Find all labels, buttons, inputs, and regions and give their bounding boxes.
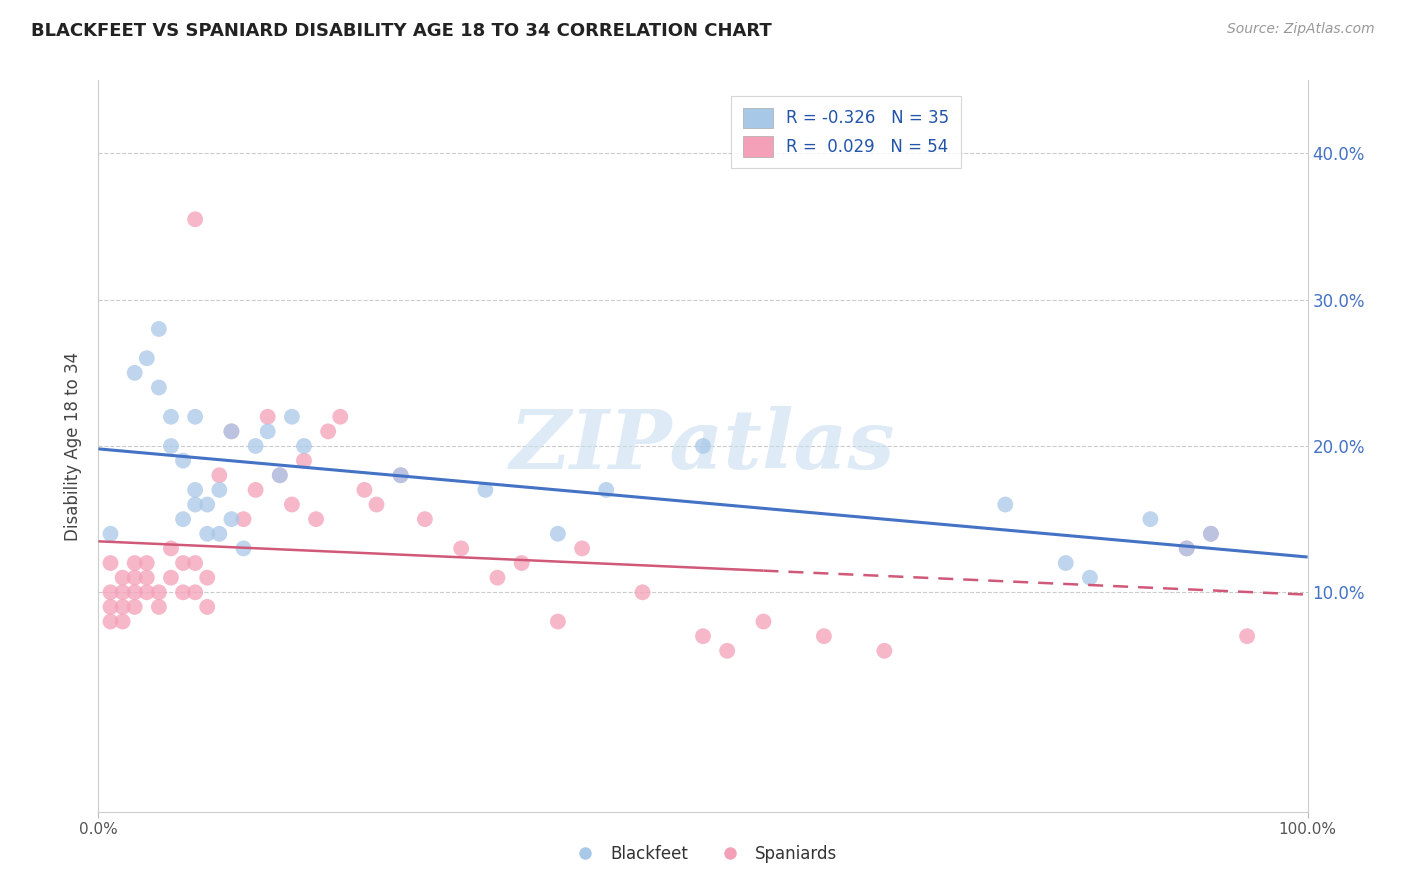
Point (1175, 541, 1198, 556)
Point (292, 453, 315, 467)
Point (160, 409, 183, 424)
Point (1199, 526, 1222, 541)
Point (148, 585, 170, 599)
Point (124, 571, 146, 585)
Point (510, 556, 533, 570)
Point (1054, 556, 1077, 570)
Point (389, 468, 412, 483)
Point (256, 409, 278, 424)
Point (100, 615, 122, 629)
Point (245, 483, 267, 497)
Legend: Blackfeet, Spaniards: Blackfeet, Spaniards (562, 838, 844, 869)
Point (305, 512, 328, 526)
Point (389, 468, 412, 483)
Point (692, 629, 714, 643)
Point (547, 526, 569, 541)
Point (148, 599, 170, 614)
Point (1236, 629, 1258, 643)
Point (124, 556, 146, 570)
Point (111, 585, 134, 599)
Point (172, 453, 194, 467)
Point (316, 425, 339, 439)
Point (208, 468, 231, 483)
Point (571, 541, 593, 556)
Point (292, 439, 315, 453)
Point (148, 380, 170, 394)
Point (111, 599, 134, 614)
Point (631, 585, 654, 599)
Text: BLACKFEET VS SPANIARD DISABILITY AGE 18 TO 34 CORRELATION CHART: BLACKFEET VS SPANIARD DISABILITY AGE 18 … (31, 22, 772, 40)
Point (195, 498, 218, 512)
Point (184, 483, 207, 497)
Point (1139, 512, 1161, 526)
Point (160, 571, 183, 585)
Point (353, 483, 375, 497)
Point (450, 541, 472, 556)
Point (221, 425, 243, 439)
Text: Source: ZipAtlas.com: Source: ZipAtlas.com (1227, 22, 1375, 37)
Point (148, 322, 170, 336)
Point (221, 512, 243, 526)
Point (245, 439, 267, 453)
Point (100, 585, 122, 599)
Point (269, 468, 291, 483)
Point (281, 409, 304, 424)
Point (1175, 541, 1198, 556)
Point (111, 571, 134, 585)
Point (547, 615, 569, 629)
Point (208, 483, 231, 497)
Point (184, 498, 207, 512)
Point (184, 409, 207, 424)
Point (256, 425, 278, 439)
Point (184, 556, 207, 570)
Point (221, 425, 243, 439)
Point (135, 585, 157, 599)
Point (195, 526, 218, 541)
Point (100, 526, 122, 541)
Point (716, 644, 738, 658)
Point (486, 571, 509, 585)
Point (135, 571, 157, 585)
Point (232, 512, 254, 526)
Point (208, 526, 231, 541)
Point (413, 512, 436, 526)
Point (172, 512, 194, 526)
Point (994, 498, 1017, 512)
Point (111, 615, 134, 629)
Point (269, 468, 291, 483)
Y-axis label: Disability Age 18 to 34: Disability Age 18 to 34 (65, 351, 83, 541)
Point (813, 629, 835, 643)
Point (873, 644, 896, 658)
Point (232, 541, 254, 556)
Point (329, 409, 352, 424)
Point (1078, 571, 1101, 585)
Point (195, 571, 218, 585)
Point (160, 439, 183, 453)
Point (172, 556, 194, 570)
Point (366, 498, 388, 512)
Point (172, 585, 194, 599)
Point (195, 599, 218, 614)
Point (692, 439, 714, 453)
Text: ZIPatlas: ZIPatlas (510, 406, 896, 486)
Point (100, 556, 122, 570)
Point (135, 351, 157, 366)
Point (160, 541, 183, 556)
Point (752, 615, 775, 629)
Point (184, 212, 207, 227)
Point (184, 585, 207, 599)
Point (474, 483, 496, 497)
Point (124, 366, 146, 380)
Point (135, 556, 157, 570)
Point (124, 585, 146, 599)
Point (281, 498, 304, 512)
Point (100, 599, 122, 614)
Point (595, 483, 617, 497)
Point (124, 599, 146, 614)
Point (1199, 526, 1222, 541)
